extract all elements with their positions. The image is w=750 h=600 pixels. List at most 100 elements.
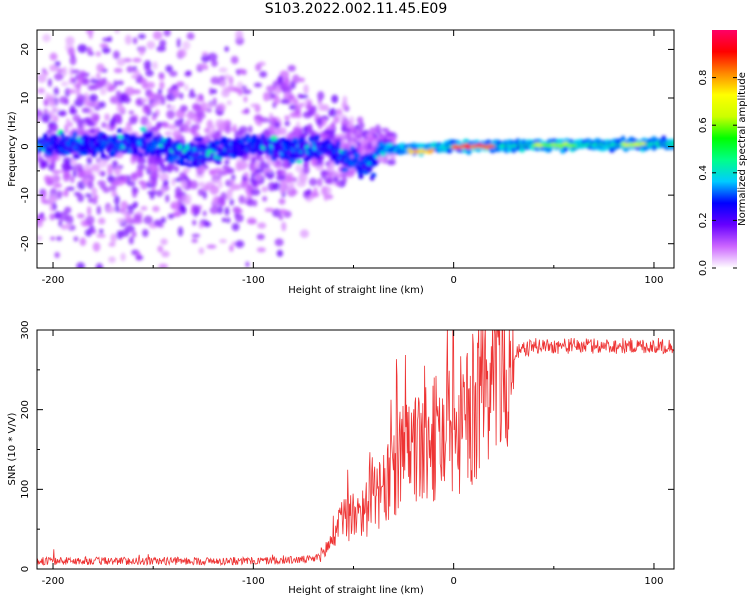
colorbar-label: Normalized spectral amplitude (737, 72, 748, 226)
heatmap-noise-blob (62, 157, 73, 164)
heatmap-band-blob (179, 154, 187, 161)
spectrogram-xlabel: Height of straight line (km) (288, 285, 424, 296)
heatmap-noise-blob (49, 213, 56, 221)
heatmap-noise-blob (116, 218, 125, 223)
heatmap-band-blob (271, 153, 279, 159)
heatmap-noise-blob (170, 201, 180, 210)
heatmap-noise-blob (229, 183, 236, 192)
heatmap-noise-blob (272, 118, 277, 126)
heatmap-noise-blob (101, 121, 107, 128)
heatmap-noise-blob (257, 222, 267, 229)
heatmap-band-blob (206, 156, 213, 163)
heatmap-noise-blob (299, 229, 309, 238)
heatmap-noise-blob (284, 175, 293, 184)
heatmap-noise-blob (202, 190, 207, 200)
heatmap-noise-blob (209, 184, 219, 195)
snr-plot-area (37, 330, 674, 569)
heatmap-noise-blob (182, 40, 191, 50)
heatmap-noise-blob (107, 174, 114, 183)
heatmap-band-blob (101, 155, 107, 160)
heatmap-noise-blob (231, 87, 240, 92)
heatmap-noise-blob (41, 113, 51, 123)
heatmap-noise-blob (73, 163, 84, 171)
heatmap-noise-blob (235, 213, 244, 223)
heatmap-noise-blob (66, 88, 76, 94)
y-tick-label: 10 (20, 92, 31, 105)
heatmap-noise-blob (120, 200, 129, 211)
y-tick-label: 200 (20, 400, 31, 419)
heatmap-noise-blob (166, 109, 175, 120)
heatmap-band-blob (72, 153, 80, 160)
heatmap-band-blob (353, 148, 358, 154)
heatmap-noise-blob (242, 89, 252, 95)
heatmap-noise-blob (262, 195, 268, 202)
heatmap-noise-blob (51, 169, 61, 174)
heatmap-noise-blob (165, 65, 173, 73)
heatmap-noise-blob (197, 111, 206, 120)
heatmap-noise-blob (174, 186, 183, 196)
heatmap-noise-blob (37, 117, 41, 122)
heatmap-band-blob (137, 152, 144, 157)
heatmap-noise-blob (131, 74, 140, 79)
heatmap-noise-blob (302, 132, 308, 138)
heatmap-noise-blob (77, 193, 85, 203)
heatmap-noise-blob (108, 242, 116, 247)
heatmap-band-blob (620, 135, 626, 142)
heatmap-noise-blob (324, 177, 334, 185)
heatmap-noise-blob (79, 237, 87, 247)
heatmap-noise-blob (189, 88, 195, 95)
heatmap-noise-blob (138, 46, 145, 56)
heatmap-noise-blob (255, 119, 260, 126)
heatmap-noise-blob (307, 123, 313, 133)
heatmap-noise-blob (53, 154, 59, 161)
heatmap-noise-blob (256, 233, 265, 240)
heatmap-noise-blob (158, 263, 169, 268)
heatmap-noise-blob (182, 167, 191, 173)
heatmap-noise-blob (385, 131, 395, 138)
y-tick-label: 100 (20, 480, 31, 499)
heatmap-noise-blob (146, 121, 153, 129)
heatmap-noise-blob (292, 74, 300, 84)
heatmap-noise-blob (77, 170, 85, 179)
heatmap-noise-blob (99, 88, 107, 96)
heatmap-noise-blob (97, 180, 106, 186)
heatmap-noise-blob (86, 206, 92, 216)
heatmap-noise-blob (248, 125, 253, 134)
heatmap-band-blob (336, 141, 341, 147)
heatmap-noise-blob (112, 181, 118, 186)
heatmap-noise-blob (211, 59, 218, 67)
heatmap-noise-blob (185, 113, 195, 118)
heatmap-noise-blob (209, 169, 218, 177)
heatmap-noise-blob (162, 122, 170, 129)
heatmap-band-blob (203, 145, 210, 151)
heatmap-noise-blob (292, 126, 300, 135)
heatmap-noise-blob (355, 133, 362, 140)
heatmap-noise-blob (37, 219, 44, 228)
x-tick-label: 100 (644, 275, 663, 286)
heatmap-noise-blob (106, 206, 116, 214)
heatmap-noise-blob (243, 171, 250, 178)
heatmap-noise-blob (259, 70, 268, 78)
heatmap-noise-blob (149, 193, 155, 200)
heatmap-noise-blob (207, 52, 218, 62)
heatmap-noise-blob (321, 104, 330, 112)
heatmap-noise-blob (216, 175, 222, 180)
heatmap-noise-blob (235, 30, 244, 40)
heatmap-noise-blob (153, 93, 164, 100)
heatmap-noise-blob (297, 93, 303, 99)
heatmap-noise-blob (163, 30, 171, 37)
heatmap-noise-blob (295, 112, 302, 119)
heatmap-noise-blob (87, 84, 95, 91)
heatmap-noise-blob (101, 47, 111, 54)
snr-ylabel: SNR (10 * V/V) (7, 412, 18, 485)
heatmap-noise-blob (201, 54, 210, 63)
heatmap-noise-blob (221, 88, 230, 98)
heatmap-noise-blob (360, 133, 367, 138)
y-tick-label: 20 (20, 43, 31, 56)
heatmap-noise-blob (368, 127, 378, 135)
heatmap-noise-blob (279, 81, 287, 91)
heatmap-noise-blob (235, 240, 245, 248)
heatmap-noise-blob (147, 190, 157, 195)
heatmap-noise-blob (192, 102, 199, 112)
heatmap-noise-blob (131, 230, 137, 238)
